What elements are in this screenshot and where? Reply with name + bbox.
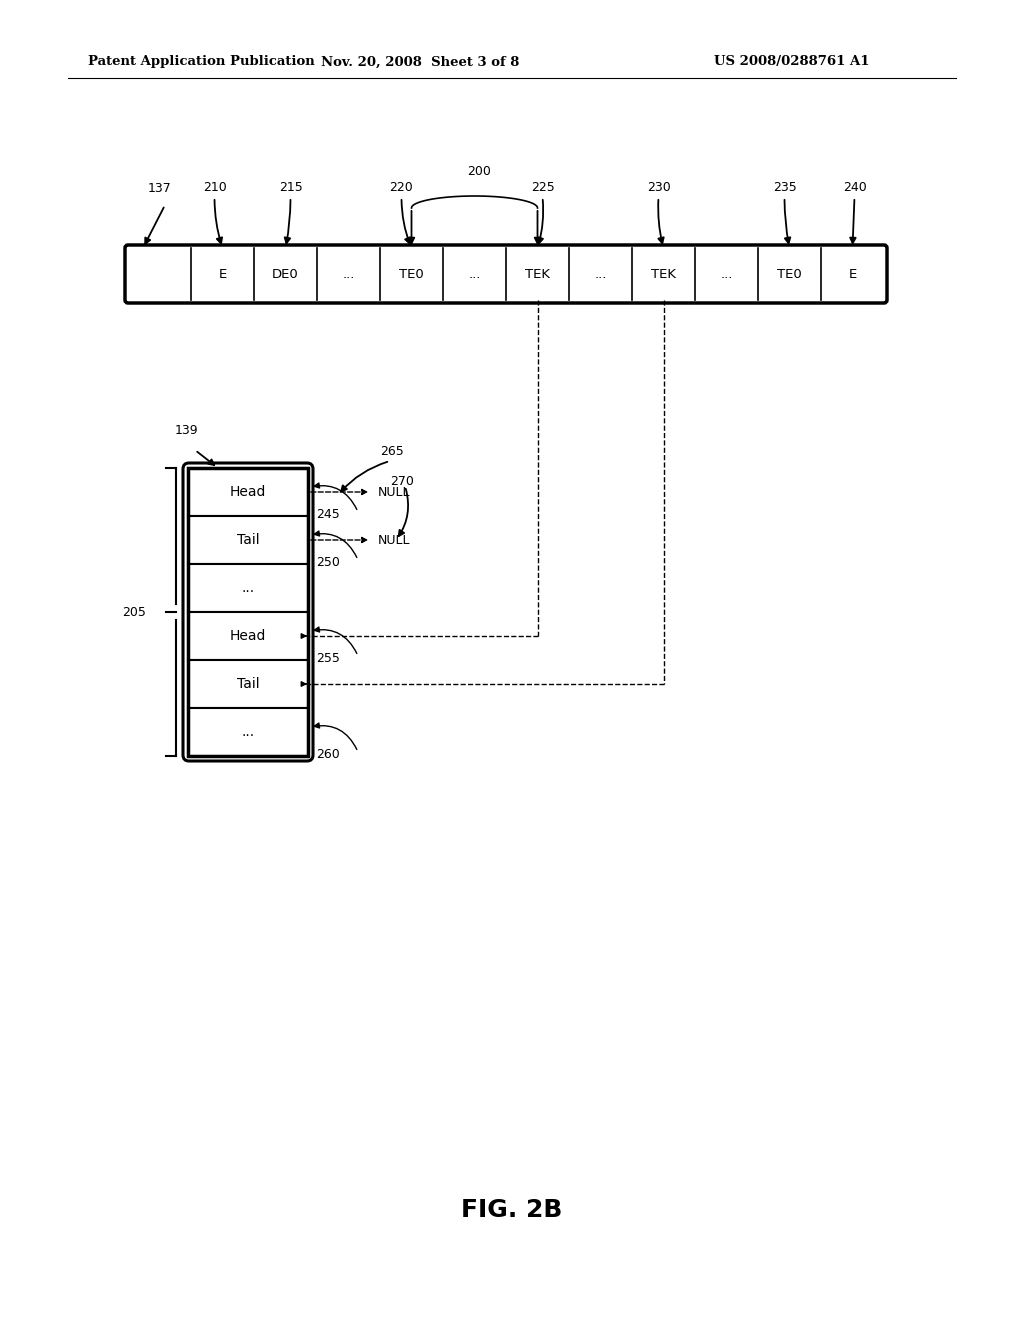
Text: NULL: NULL (378, 486, 411, 499)
Text: TEK: TEK (525, 268, 550, 281)
Text: ...: ... (342, 268, 354, 281)
Text: 137: 137 (148, 182, 172, 195)
Text: 225: 225 (530, 181, 554, 194)
Text: 200: 200 (468, 165, 492, 178)
Text: 265: 265 (380, 445, 403, 458)
Text: 215: 215 (279, 181, 302, 194)
Bar (188, 708, 308, 756)
Text: 220: 220 (389, 181, 414, 194)
Bar (188, 660, 308, 708)
Text: FIG. 2B: FIG. 2B (462, 1199, 562, 1222)
Text: Nov. 20, 2008  Sheet 3 of 8: Nov. 20, 2008 Sheet 3 of 8 (321, 55, 519, 69)
FancyBboxPatch shape (125, 246, 887, 304)
Text: ...: ... (594, 268, 606, 281)
Text: 255: 255 (316, 652, 340, 664)
Text: Patent Application Publication: Patent Application Publication (88, 55, 314, 69)
Text: 235: 235 (773, 181, 797, 194)
Bar (188, 469, 308, 516)
Bar (188, 469, 308, 756)
Bar (188, 612, 308, 660)
Bar (188, 516, 308, 564)
Text: 210: 210 (203, 181, 226, 194)
Text: Head: Head (229, 630, 266, 643)
Text: NULL: NULL (378, 533, 411, 546)
Text: Tail: Tail (237, 533, 259, 546)
Text: 270: 270 (390, 475, 414, 488)
Text: TEK: TEK (651, 268, 676, 281)
Text: 250: 250 (316, 556, 340, 569)
Text: ...: ... (468, 268, 480, 281)
Text: 205: 205 (122, 606, 146, 619)
Text: ...: ... (242, 581, 255, 595)
Text: E: E (218, 268, 226, 281)
Text: 245: 245 (316, 507, 340, 520)
Text: 139: 139 (175, 424, 199, 437)
Text: ...: ... (720, 268, 733, 281)
Text: 230: 230 (646, 181, 671, 194)
Text: Head: Head (229, 484, 266, 499)
Text: ...: ... (242, 725, 255, 739)
Text: US 2008/0288761 A1: US 2008/0288761 A1 (715, 55, 870, 69)
Text: TE0: TE0 (399, 268, 424, 281)
Text: TE0: TE0 (777, 268, 802, 281)
Text: 240: 240 (843, 181, 866, 194)
Text: 260: 260 (316, 747, 340, 760)
Bar (188, 564, 308, 612)
Text: Tail: Tail (237, 677, 259, 690)
Text: E: E (848, 268, 857, 281)
Text: DE0: DE0 (272, 268, 299, 281)
